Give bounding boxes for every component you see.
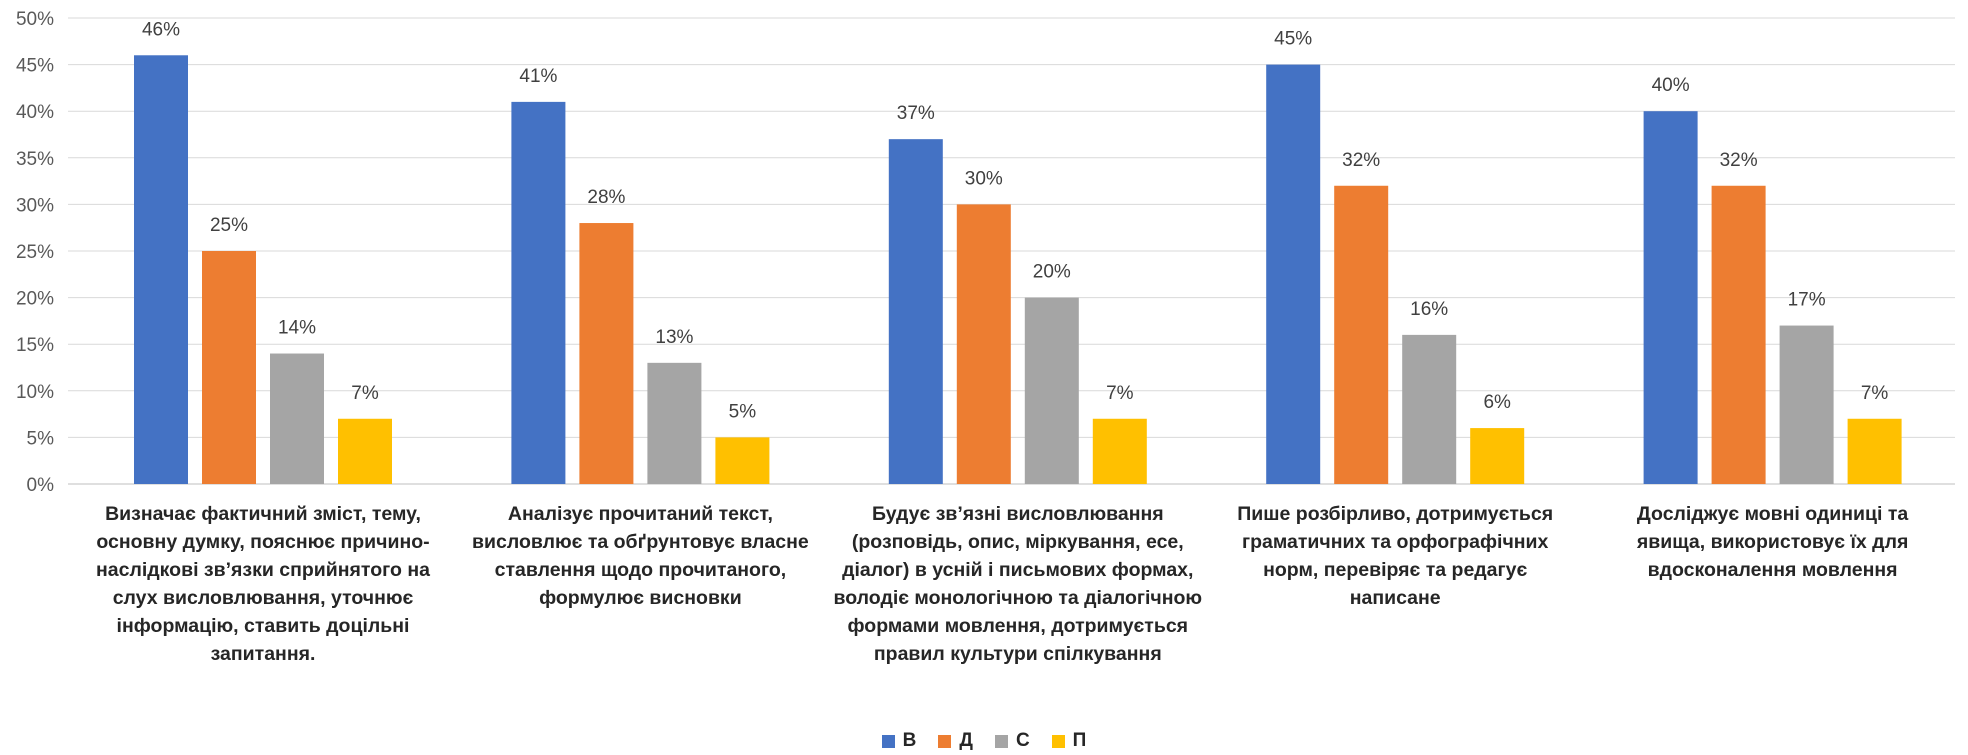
y-tick-label: 20% xyxy=(16,289,54,310)
bar-П-0 xyxy=(338,418,392,484)
y-tick-label: 45% xyxy=(16,56,54,77)
bar-Д-0 xyxy=(202,251,256,484)
data-label: 14% xyxy=(278,318,316,339)
bar-Д-3 xyxy=(1334,185,1389,484)
y-tick-label: 35% xyxy=(16,149,54,170)
bar-В-2 xyxy=(888,139,943,484)
bar-П-2 xyxy=(1092,418,1147,484)
legend-item: Д xyxy=(938,730,973,752)
data-label: 13% xyxy=(655,327,693,348)
data-labels: 46% 25% 14% 7% 41% 28% 13% 5% 37% 30% 20% 7% 45% 32% 1… xyxy=(142,19,1888,422)
y-tick-label: 10% xyxy=(16,382,54,403)
legend-swatch xyxy=(994,734,1008,748)
legend-swatch xyxy=(1051,734,1065,748)
y-tick-label: 0% xyxy=(27,475,55,496)
bar-Д-1 xyxy=(579,223,634,485)
data-label: 6% xyxy=(1483,392,1511,413)
category-label: Аналізує прочитаний текст, висловлює та … xyxy=(472,503,809,609)
bar-С-0 xyxy=(270,353,324,484)
bar-П-1 xyxy=(715,437,770,484)
category-label: Пише розбірливо, дотримується граматични… xyxy=(1237,503,1554,609)
bar-chart: 0% 5% 10% 15% 20% 25% 30% 35% 40% 45% 50% 46% 25% 14… xyxy=(16,9,1955,496)
data-label: 7% xyxy=(1861,383,1889,404)
legend-label: Д xyxy=(959,730,973,751)
y-tick-label: 25% xyxy=(16,242,54,263)
bar-Д-2 xyxy=(956,204,1011,484)
data-label: 32% xyxy=(1342,150,1380,171)
data-label: 40% xyxy=(1652,75,1690,96)
data-label: 32% xyxy=(1720,150,1758,171)
legend-label: С xyxy=(1015,730,1030,751)
bar-С-3 xyxy=(1402,334,1457,484)
data-label: 25% xyxy=(210,215,248,236)
data-label: 45% xyxy=(1274,29,1312,50)
y-tick-label: 50% xyxy=(16,9,54,30)
bar-Д-4 xyxy=(1711,185,1766,484)
y-tick-label: 40% xyxy=(16,102,54,123)
bar-В-0 xyxy=(134,55,188,484)
legend-item: С xyxy=(994,730,1030,752)
bar-П-4 xyxy=(1847,418,1902,484)
data-label: 16% xyxy=(1410,299,1448,320)
data-label: 28% xyxy=(587,187,625,208)
data-label: 37% xyxy=(897,103,935,124)
bar-П-3 xyxy=(1470,428,1525,484)
y-axis-ticks: 0% 5% 10% 15% 20% 25% 30% 35% 40% 45% 50% xyxy=(16,9,54,496)
legend-item: В xyxy=(881,730,917,752)
y-tick-label: 15% xyxy=(16,335,54,356)
data-label: 7% xyxy=(351,383,379,404)
bar-В-3 xyxy=(1266,64,1321,484)
y-tick-label: 5% xyxy=(27,428,55,449)
bar-В-4 xyxy=(1643,111,1698,484)
y-tick-label: 30% xyxy=(16,195,54,216)
data-label: 41% xyxy=(519,66,557,87)
bar-В-1 xyxy=(511,101,566,484)
data-label: 7% xyxy=(1106,383,1134,404)
bars xyxy=(134,55,1902,485)
category-label: Досліджує мовні одиниці та явища, викори… xyxy=(1636,503,1909,581)
data-label: 46% xyxy=(142,19,180,40)
category-label: Визначає фактичний зміст, тему, основну … xyxy=(96,503,430,665)
legend-label: П xyxy=(1072,730,1087,751)
legend-item: П xyxy=(1051,730,1087,752)
data-label: 30% xyxy=(965,168,1003,189)
bar-С-4 xyxy=(1779,325,1834,484)
data-label: 17% xyxy=(1788,290,1826,311)
bar-С-2 xyxy=(1024,297,1079,484)
legend-label: В xyxy=(902,730,917,751)
legend-swatch xyxy=(938,734,952,748)
category-label: Будує зв’язні висловлювання (розповідь, … xyxy=(833,503,1203,665)
legend-swatch xyxy=(881,734,895,748)
data-label: 20% xyxy=(1033,262,1071,283)
bar-С-1 xyxy=(647,362,702,484)
data-label: 5% xyxy=(729,401,757,422)
